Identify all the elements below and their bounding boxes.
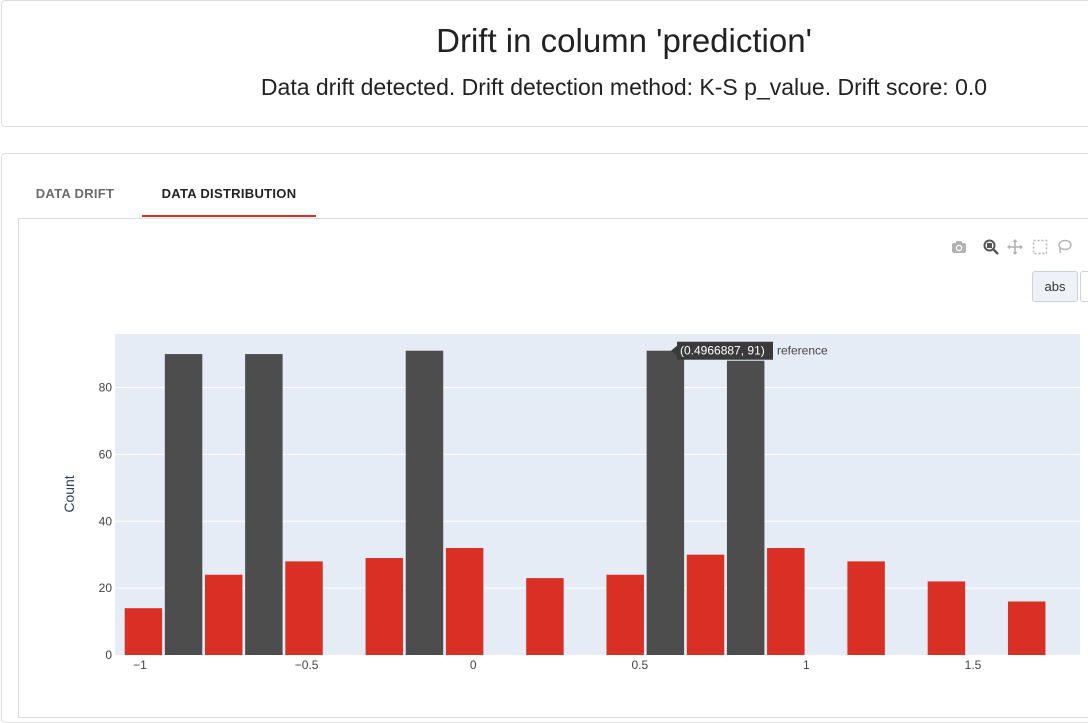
page-subtitle: Data drift detected. Drift detection met…	[260, 74, 988, 100]
x-axis-ticks: −1 −0.5 0 0.5 1 1.5	[133, 658, 982, 672]
zoom-icon[interactable]	[982, 238, 1000, 256]
bar-current[interactable]	[686, 554, 725, 655]
bar-current[interactable]	[285, 561, 323, 655]
bar-current[interactable]	[124, 608, 163, 655]
abs-toggle-button[interactable]: abs	[1032, 271, 1078, 302]
y-tick-label: 20	[99, 581, 113, 595]
bar-reference[interactable]	[646, 350, 685, 655]
page-title: Drift in column 'prediction'	[436, 22, 812, 59]
bar-reference[interactable]	[245, 354, 283, 655]
y-tick-label: 80	[99, 381, 113, 395]
x-tick-label: 1	[803, 658, 810, 672]
y-tick-label: 60	[99, 447, 113, 461]
x-tick-label: 0	[470, 658, 477, 672]
bar-reference[interactable]	[405, 350, 444, 655]
bar-current[interactable]	[365, 558, 404, 655]
pan-icon[interactable]	[1006, 238, 1024, 256]
bar-current[interactable]	[767, 548, 805, 655]
bar-current[interactable]	[927, 581, 966, 655]
tab-data-drift[interactable]: DATA DRIFT	[35, 186, 115, 201]
x-tick-label: −0.5	[295, 658, 319, 672]
header-card	[1, 0, 1088, 127]
bars	[124, 350, 1046, 656]
bar-current[interactable]	[606, 574, 644, 655]
hover-arrow	[671, 345, 677, 356]
bar-current[interactable]	[204, 574, 243, 655]
hover-series-name: reference	[777, 344, 828, 358]
bar-reference[interactable]	[726, 360, 765, 655]
plot-modebar	[950, 238, 1076, 256]
relative-toggle-button[interactable]	[1080, 271, 1088, 302]
bar-current[interactable]	[526, 578, 564, 655]
x-tick-label: 1.5	[965, 658, 982, 672]
y-tick-label: 40	[99, 514, 113, 528]
box-select-icon[interactable]	[1031, 238, 1049, 256]
x-tick-label: 0.5	[631, 658, 648, 672]
x-tick-label: −1	[133, 658, 147, 672]
bar-current[interactable]	[445, 548, 484, 655]
y-axis-title: Count	[61, 475, 77, 512]
hover-box	[677, 341, 773, 360]
active-tab-underline	[142, 215, 316, 217]
bar-current[interactable]	[847, 561, 885, 655]
hover-value: (0.4966887, 91)	[680, 344, 765, 358]
bar-reference[interactable]	[164, 354, 203, 655]
y-axis-ticks: 0 20 40 60 80	[99, 381, 113, 663]
camera-icon[interactable]	[950, 238, 968, 256]
y-tick-label: 0	[105, 648, 112, 662]
lasso-select-icon[interactable]	[1055, 238, 1073, 256]
hover-tooltip: (0.4966887, 91) reference	[671, 341, 828, 360]
bar-current[interactable]	[1007, 601, 1046, 656]
tab-data-distribution[interactable]: DATA DISTRIBUTION	[161, 186, 297, 201]
